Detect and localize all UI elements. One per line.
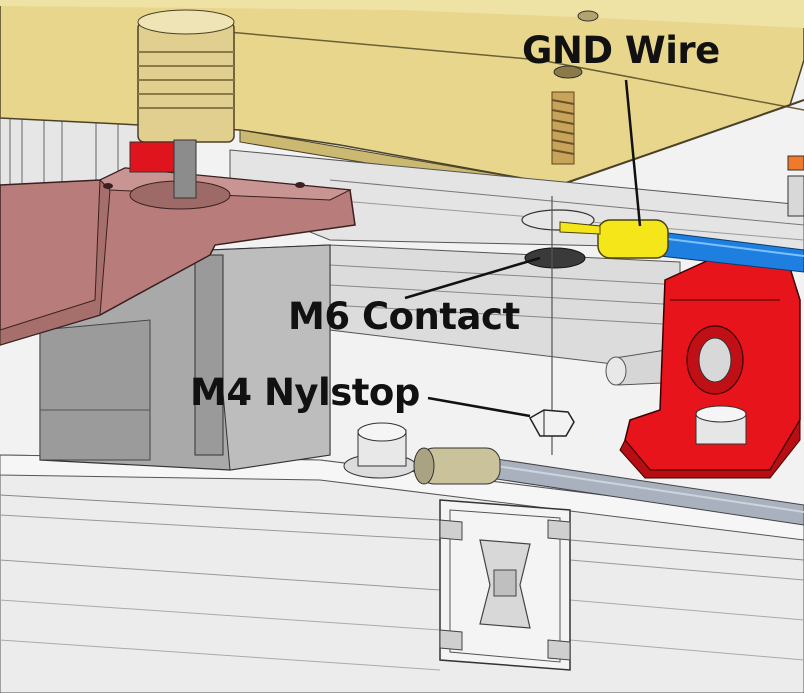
m4-nylstop-leader (427, 396, 531, 418)
front-extrusion (0, 454, 804, 693)
ring-terminal (559, 219, 669, 259)
front-screw (343, 422, 417, 479)
bed-fitting (553, 65, 583, 79)
red-spacer (129, 141, 181, 173)
right-post (787, 175, 804, 217)
rod-sleeve (413, 447, 501, 485)
extrusion-end-profile (439, 499, 571, 671)
bed-fitting (577, 10, 599, 22)
m4-nylstop-callout: M4 Nylstop (190, 371, 420, 414)
m6-contact-callout: M6 Contact (288, 295, 520, 338)
gnd-wire-callout: GND Wire (522, 29, 720, 72)
m4-nylstop-nut (528, 409, 575, 437)
motor-shaft (173, 139, 197, 199)
m6-contact-leader (404, 256, 541, 300)
shaft-coupler (137, 9, 235, 143)
motor-mount (0, 167, 356, 346)
orange-fitting (787, 155, 804, 171)
pillow-block (619, 254, 801, 479)
m6-contact-washer (524, 247, 586, 269)
pillow-block-screw (695, 405, 747, 445)
gnd-wire-leader (624, 79, 642, 227)
